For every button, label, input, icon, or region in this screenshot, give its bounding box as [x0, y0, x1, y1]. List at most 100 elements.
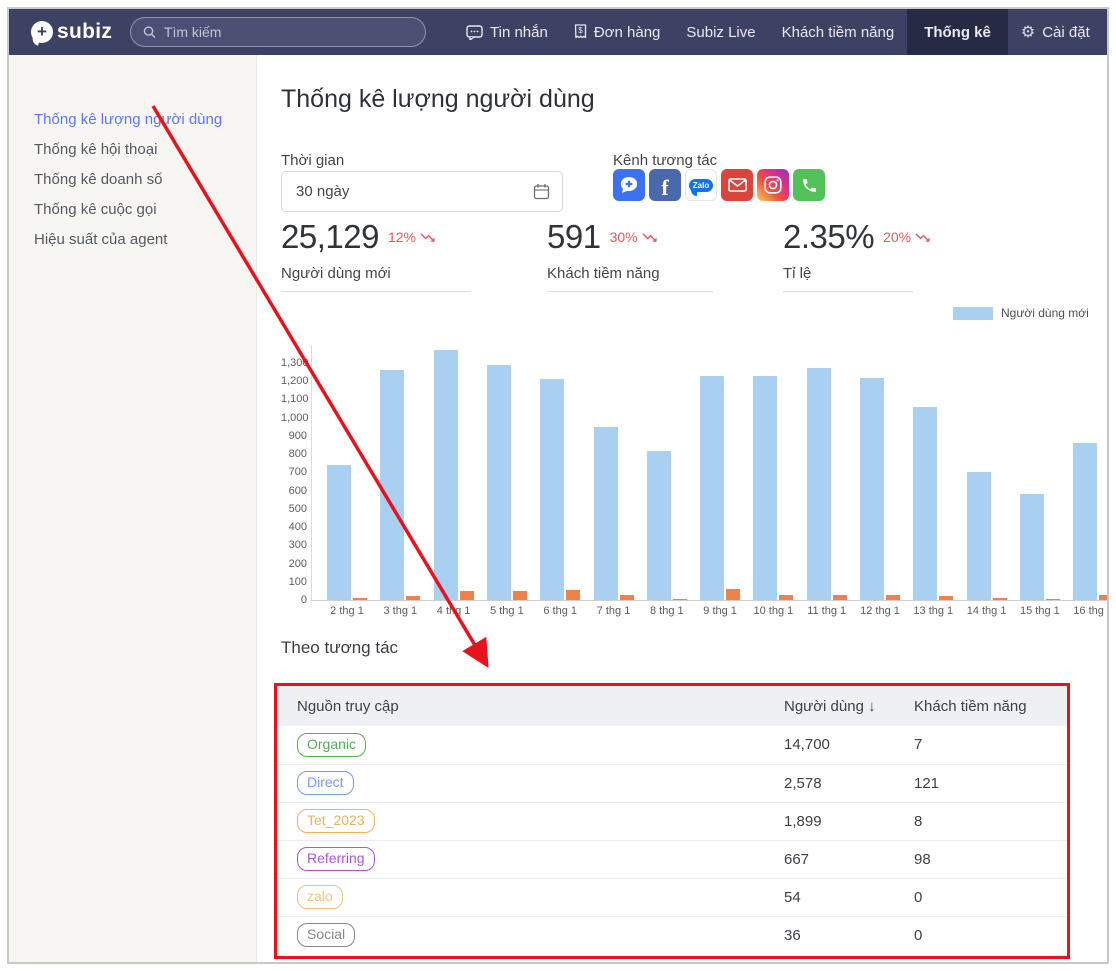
y-axis-tick: 200 — [288, 557, 307, 570]
bar-khach-tiem-nang[interactable] — [832, 595, 847, 600]
table-row[interactable]: Organic 14,700 7 — [277, 726, 1067, 764]
x-axis-label: 15 thg 1 — [1020, 605, 1060, 617]
bar-nguoi-dung-moi[interactable] — [806, 368, 831, 600]
stats-row: 25,129 12% Người dùng mới 591 30% Khách … — [281, 218, 930, 292]
bar-khach-tiem-nang[interactable] — [353, 598, 367, 600]
bar-nguoi-dung-moi[interactable] — [700, 375, 725, 600]
search-box[interactable] — [130, 17, 426, 47]
x-axis-label: 7 thg 1 — [596, 605, 631, 617]
bar-khach-tiem-nang[interactable] — [619, 595, 634, 600]
bar-nguoi-dung-moi[interactable] — [966, 472, 991, 600]
y-axis-tick: 300 — [288, 539, 307, 552]
table-header-row: Nguồn truy cập Người dùng ↓ Khách tiềm n… — [277, 686, 1067, 726]
x-axis-label: 6 thg 1 — [543, 605, 577, 617]
x-axis-label: 4 thg 1 — [436, 605, 471, 617]
subiz-logo-text: subiz — [57, 20, 113, 43]
bar-khach-tiem-nang[interactable] — [992, 598, 1007, 600]
nav-tin-nhan[interactable]: Tin nhắn — [453, 9, 561, 55]
y-axis-tick: 0 — [300, 594, 307, 606]
svg-text:$: $ — [578, 26, 583, 35]
page-title: Thống kê lượng người dùng — [281, 85, 595, 113]
receipt-icon: $ — [574, 24, 586, 39]
table-row[interactable]: Social 36 0 — [277, 915, 1067, 954]
nav-cai-dat[interactable]: ⚙ Cài đặt — [1020, 22, 1090, 41]
search-input[interactable] — [163, 24, 413, 40]
bar-nguoi-dung-moi[interactable] — [1019, 494, 1044, 600]
col-users[interactable]: Người dùng ↓ — [764, 686, 894, 726]
bar-nguoi-dung-moi[interactable] — [1073, 443, 1098, 600]
source-pill[interactable]: Tet_2023 — [297, 809, 375, 833]
subiz-logo[interactable]: + subiz — [31, 9, 112, 55]
channel-icons: f Zalo — [613, 169, 825, 201]
app-window: + subiz Tin nhắn $ Đơn hàng Subiz Live K… — [7, 7, 1109, 964]
bar-nguoi-dung-moi[interactable] — [753, 375, 778, 600]
x-axis-label: 3 thg 1 — [383, 605, 418, 617]
bar-nguoi-dung-moi[interactable] — [380, 370, 405, 600]
y-axis-tick: 400 — [288, 521, 307, 534]
bar-khach-tiem-nang[interactable] — [459, 590, 474, 600]
sidebar-item-thong-ke-luong-nguoi-dung[interactable]: Thống kê lượng người dùng — [34, 111, 223, 128]
x-axis-label: 11 thg 1 — [807, 605, 847, 617]
nav-subiz-live[interactable]: Subiz Live — [686, 23, 756, 41]
bar-khach-tiem-nang[interactable] — [406, 596, 421, 600]
col-leads[interactable]: Khách tiềm năng — [894, 686, 1067, 726]
time-range-value: 30 ngày — [296, 183, 350, 200]
sidebar-item-thong-ke-hoi-thoai[interactable]: Thống kê hội thoại — [34, 141, 158, 158]
bar-khach-tiem-nang[interactable] — [566, 589, 581, 600]
sort-desc-icon: ↓ — [868, 697, 876, 715]
instagram-channel-icon[interactable] — [757, 169, 789, 201]
stat-leads: 591 30% Khách tiềm năng — [547, 218, 713, 292]
bar-nguoi-dung-moi[interactable] — [540, 379, 565, 600]
bar-nguoi-dung-moi[interactable] — [433, 350, 458, 600]
zalo-channel-icon[interactable]: Zalo — [685, 169, 717, 201]
x-axis-label: 8 thg 1 — [649, 605, 684, 617]
x-axis-label: 16 thg 1 — [1073, 605, 1107, 617]
bar-khach-tiem-nang[interactable] — [672, 599, 687, 600]
subiz-channel-icon[interactable] — [613, 169, 645, 201]
bar-khach-tiem-nang[interactable] — [1099, 595, 1107, 600]
nav-thong-ke[interactable]: Thống kê — [907, 9, 1008, 55]
chart-legend: Người dùng mới Khách tiềm năng — [953, 306, 1107, 320]
email-channel-icon[interactable] — [721, 169, 753, 201]
nav-khach-tiem-nang[interactable]: Khách tiềm năng — [781, 23, 895, 41]
table-row[interactable]: Tet_2023 1,899 8 — [277, 801, 1067, 840]
source-pill[interactable]: Direct — [297, 771, 354, 795]
source-pill[interactable]: Social — [297, 923, 356, 948]
bar-khach-tiem-nang[interactable] — [1045, 599, 1060, 600]
bar-khach-tiem-nang[interactable] — [726, 589, 741, 600]
col-source[interactable]: Nguồn truy cập — [277, 686, 764, 726]
phone-channel-icon[interactable] — [793, 169, 825, 201]
bar-khach-tiem-nang[interactable] — [939, 596, 954, 600]
bar-nguoi-dung-moi[interactable] — [913, 406, 938, 600]
source-pill[interactable]: Organic — [297, 732, 367, 757]
x-axis-label: 2 thg 1 — [330, 605, 364, 617]
table-row[interactable]: zalo 54 0 — [277, 877, 1067, 916]
trend-down-icon — [642, 232, 657, 242]
bar-khach-tiem-nang[interactable] — [779, 594, 794, 600]
bar-nguoi-dung-moi[interactable] — [593, 426, 618, 600]
table-row[interactable]: Referring 667 98 — [277, 839, 1067, 878]
source-pill[interactable]: zalo — [297, 885, 343, 909]
sidebar-item-thong-ke-cuoc-goi[interactable]: Thống kê cuộc gọi — [34, 201, 157, 218]
calendar-icon — [533, 184, 550, 200]
bar-khach-tiem-nang[interactable] — [886, 594, 900, 600]
stat-new-users: 25,129 12% Người dùng mới — [281, 218, 471, 292]
x-axis-label: 5 thg 1 — [490, 605, 524, 617]
nav-don-hang[interactable]: $ Đơn hàng — [561, 9, 674, 55]
source-pill[interactable]: Referring — [297, 847, 375, 871]
bar-nguoi-dung-moi[interactable] — [486, 364, 511, 600]
sidebar-item-hieu-suat-agent[interactable]: Hiệu suất của agent — [34, 231, 168, 248]
top-navbar: + subiz Tin nhắn $ Đơn hàng Subiz Live K… — [9, 9, 1107, 55]
bar-khach-tiem-nang[interactable] — [512, 590, 527, 600]
bar-nguoi-dung-moi[interactable] — [860, 377, 884, 600]
table-row[interactable]: Direct 2,578 121 — [277, 763, 1067, 802]
bar-nguoi-dung-moi[interactable] — [646, 450, 671, 600]
annotation-rectangle: Nguồn truy cập Người dùng ↓ Khách tiềm n… — [274, 683, 1070, 959]
bar-nguoi-dung-moi[interactable] — [327, 465, 351, 600]
chat-bubble-icon — [466, 24, 483, 40]
facebook-channel-icon[interactable]: f — [649, 169, 681, 201]
time-range-select[interactable]: 30 ngày — [281, 171, 563, 212]
trend-down-icon — [915, 232, 930, 242]
sidebar-item-thong-ke-doanh-so[interactable]: Thống kê doanh số — [34, 171, 163, 188]
y-axis-tick: 1,100 — [281, 393, 309, 406]
